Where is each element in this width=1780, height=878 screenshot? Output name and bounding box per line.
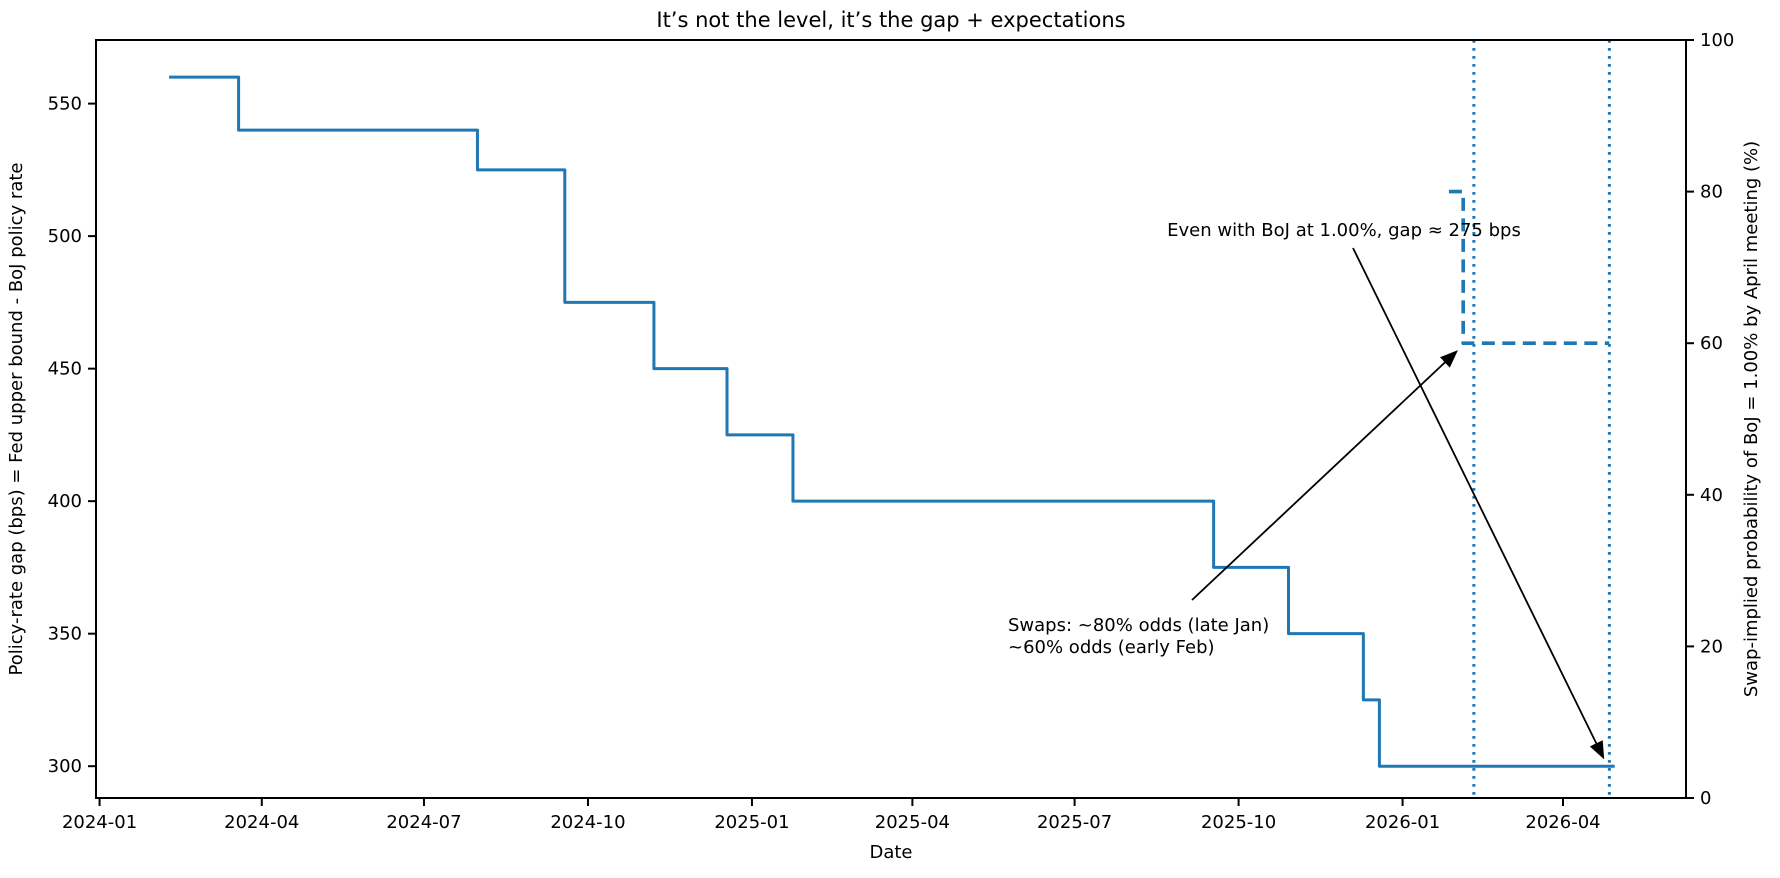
chart-title: It’s not the level, it’s the gap + expec… bbox=[656, 8, 1125, 32]
right-tick-label: 40 bbox=[1700, 485, 1723, 506]
left-tick-label: 550 bbox=[48, 94, 82, 115]
x-tick-label: 2026-01 bbox=[1365, 812, 1440, 833]
right-tick-label: 100 bbox=[1700, 30, 1734, 51]
left-tick-label: 300 bbox=[48, 756, 82, 777]
left-axis-label: Policy-rate gap (bps) = Fed upper bound … bbox=[6, 163, 27, 676]
x-tick-label: 2025-07 bbox=[1037, 812, 1112, 833]
right-axis-label: Swap-implied probability of BoJ = 1.00% … bbox=[1741, 141, 1762, 697]
x-tick-label: 2025-01 bbox=[714, 812, 789, 833]
left-tick-label: 350 bbox=[48, 624, 82, 645]
right-tick-label: 20 bbox=[1700, 636, 1723, 657]
left-tick-label: 400 bbox=[48, 491, 82, 512]
annotation-gap-275-arrow bbox=[1352, 247, 1605, 760]
annotation-swaps-odds-text: Swaps: ~80% odds (late Jan) bbox=[1008, 615, 1269, 636]
annotation-gap-275-text: Even with BoJ at 1.00%, gap ≈ 275 bps bbox=[1167, 220, 1521, 241]
policy-rate-gap-bps-line bbox=[169, 75, 1615, 768]
x-tick-label: 2024-04 bbox=[224, 812, 299, 833]
annotation-swaps-odds-text: ~60% odds (early Feb) bbox=[1008, 637, 1215, 658]
swap-implied-probability-pct-line bbox=[1448, 189, 1610, 345]
right-tick-label: 0 bbox=[1700, 788, 1711, 809]
right-tick-label: 60 bbox=[1700, 333, 1723, 354]
x-tick-label: 2024-07 bbox=[386, 812, 461, 833]
x-tick-label: 2026-04 bbox=[1525, 812, 1600, 833]
annotation-swaps-odds-arrow bbox=[1191, 350, 1458, 601]
left-tick-label: 450 bbox=[48, 359, 82, 380]
plot-area-spines bbox=[95, 39, 1687, 799]
left-tick-label: 500 bbox=[48, 226, 82, 247]
x-tick-label: 2024-10 bbox=[550, 812, 625, 833]
x-tick-label: 2024-01 bbox=[62, 812, 137, 833]
x-axis-label: Date bbox=[869, 842, 912, 863]
right-tick-label: 80 bbox=[1700, 182, 1723, 203]
x-tick-label: 2025-04 bbox=[875, 812, 950, 833]
x-tick-label: 2025-10 bbox=[1201, 812, 1276, 833]
